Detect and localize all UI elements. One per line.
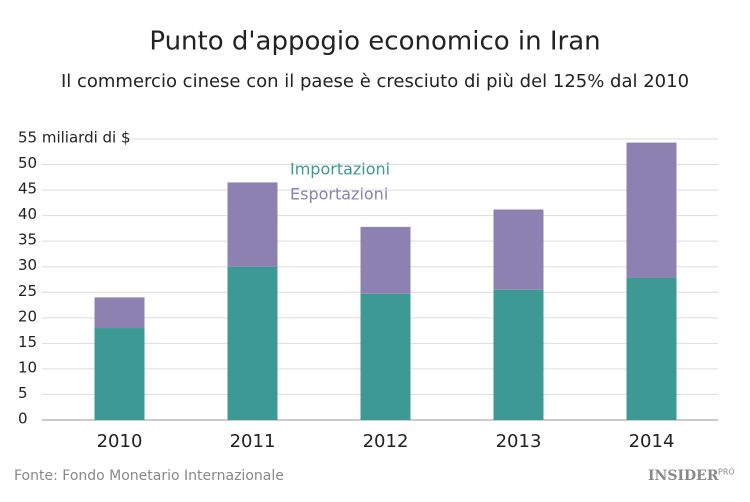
bar-segment bbox=[227, 266, 278, 420]
bar-segment bbox=[360, 226, 411, 294]
bar-segment bbox=[493, 209, 544, 290]
y-tick-label: 15 bbox=[18, 333, 37, 351]
y-tick-label: 45 bbox=[18, 180, 37, 198]
bar-segment bbox=[626, 277, 677, 420]
y-tick-label: 5 bbox=[18, 384, 28, 402]
y-tick-label: 35 bbox=[18, 231, 37, 249]
bar-segment bbox=[94, 328, 145, 420]
x-tick-label: 2011 bbox=[230, 431, 276, 452]
y-tick-label: 40 bbox=[18, 205, 37, 223]
x-tick-label: 2014 bbox=[629, 431, 675, 452]
x-tick-label: 2012 bbox=[363, 431, 409, 452]
brand-sub: PRO bbox=[718, 468, 735, 477]
x-tick-label: 2013 bbox=[496, 431, 542, 452]
brand: INSIDER bbox=[648, 468, 719, 484]
x-tick-label: 2010 bbox=[97, 431, 143, 452]
source: Fonte: Fondo Monetario Internazionale bbox=[14, 468, 284, 484]
y-tick-label: 50 bbox=[18, 154, 37, 172]
bar-segment bbox=[360, 293, 411, 420]
bar-segment bbox=[626, 142, 677, 278]
y-tick-label: 25 bbox=[18, 282, 37, 300]
y-tick-label: 20 bbox=[18, 307, 37, 325]
bar-segment bbox=[493, 289, 544, 420]
chart-title: Punto d'appogio economico in Iran bbox=[149, 27, 600, 57]
bar-segment bbox=[227, 182, 278, 267]
y-tick-label: 55 miliardi di $ bbox=[18, 129, 131, 147]
y-tick-label: 0 bbox=[18, 410, 28, 428]
legend-label: Importazioni bbox=[290, 160, 390, 179]
bar-segment bbox=[94, 297, 145, 329]
legend-label: Esportazioni bbox=[290, 185, 388, 204]
chart-subtitle: Il commercio cinese con il paese è cresc… bbox=[61, 71, 689, 92]
y-tick-label: 10 bbox=[18, 358, 37, 376]
y-tick-label: 30 bbox=[18, 256, 37, 274]
